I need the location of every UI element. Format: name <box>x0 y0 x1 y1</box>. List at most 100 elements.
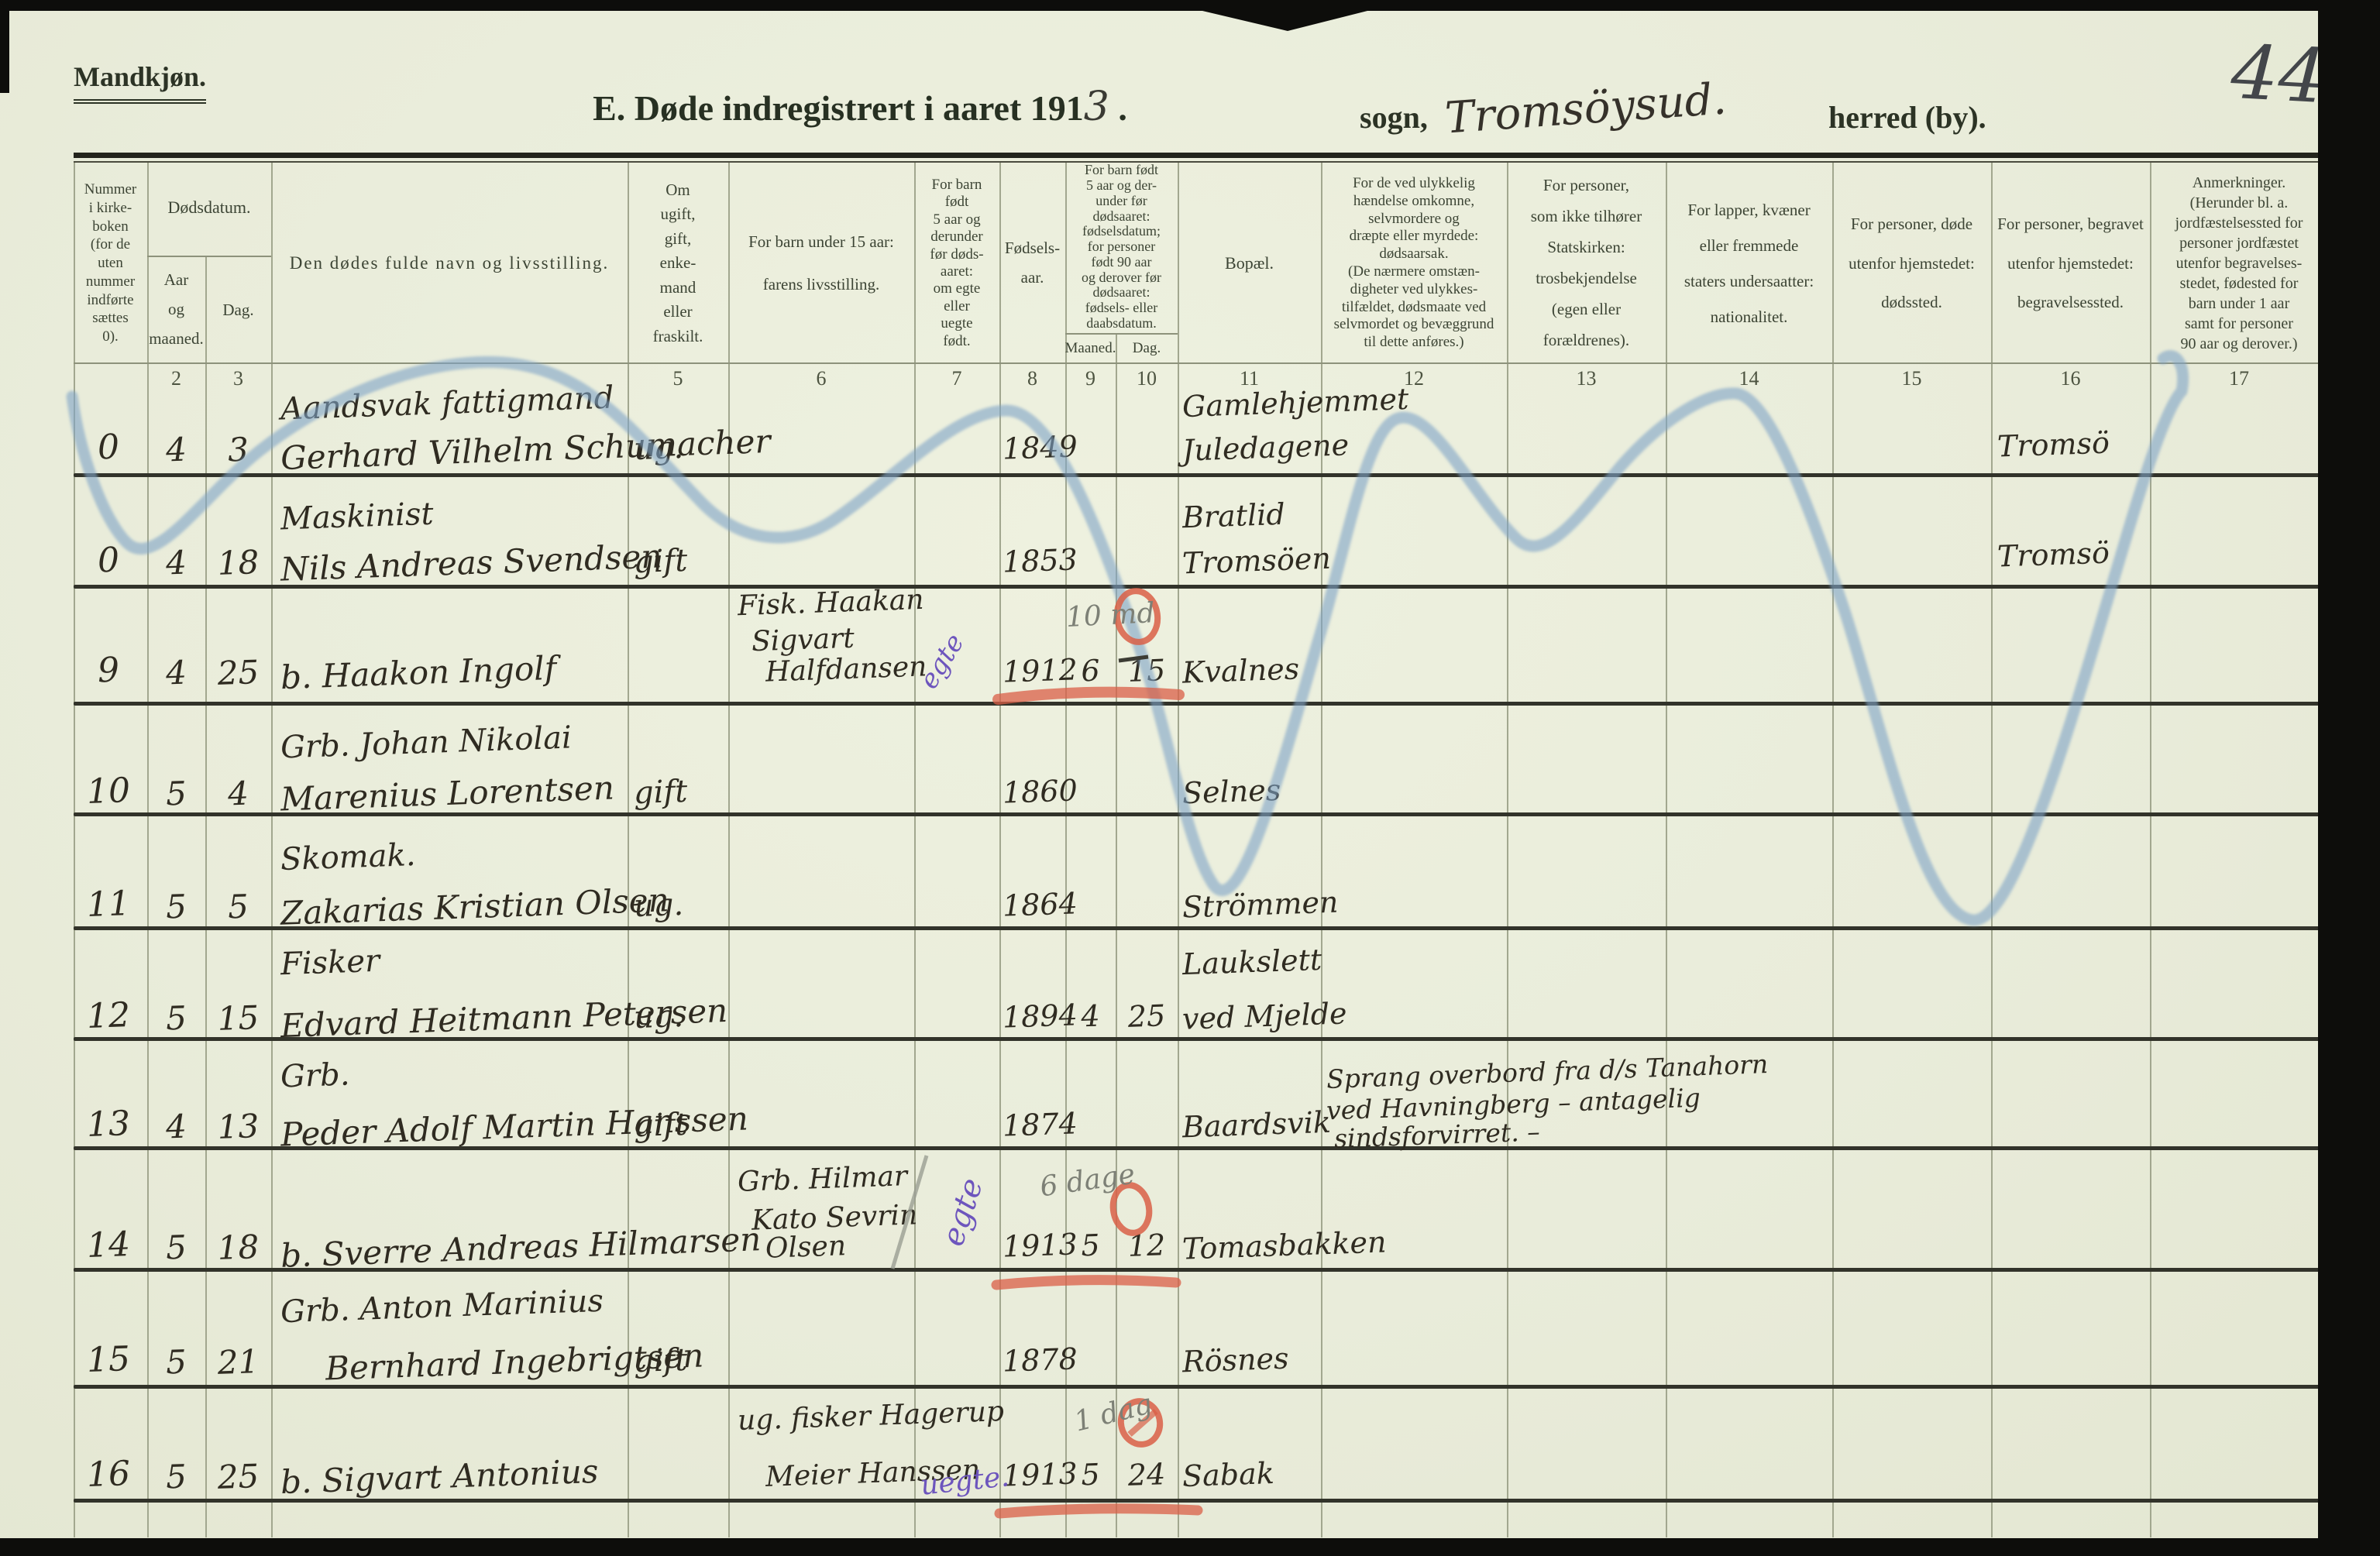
entry-occupation-line: Aandsvak fattigmand <box>280 380 615 428</box>
column-number: 15 <box>1901 367 1922 390</box>
header-day: Dag. <box>222 300 254 319</box>
header-cause-of-death: For de ved ulykkelig hændelse omkomne, s… <box>1333 175 1494 351</box>
entry-death-day: 15 <box>216 998 260 1038</box>
entry-name: b. Haakon Ingolf <box>280 648 557 697</box>
entry-name: Gerhard Vilhelm Schumacher <box>280 421 772 478</box>
header-father-occupation: For barn under 15 aar: farens livsstilli… <box>748 232 894 294</box>
header-death-date: Dødsdatum. <box>167 198 251 217</box>
table-column-line <box>1116 335 1117 1537</box>
entry-death-month: 4 <box>165 430 187 469</box>
entry-row-line <box>74 473 2330 477</box>
pencil-age-note: 6 dage <box>1037 1158 1137 1204</box>
scan-notch <box>1202 11 1367 31</box>
entry-father-line: Sigvart <box>751 622 855 658</box>
header-residence: Bopæl. <box>1225 253 1274 273</box>
table-top-border <box>74 153 2330 158</box>
entry-death-day: 3 <box>227 430 249 469</box>
entry-residence: Strömmen <box>1181 884 1340 925</box>
entry-death-month: 4 <box>165 653 187 692</box>
entry-residence: Rösnes <box>1181 1341 1290 1379</box>
header-death-place: For personer, døde utenfor hjemstedet: d… <box>1849 215 1975 312</box>
entry-residence: Tromsöen <box>1181 541 1332 581</box>
scan-edge-right <box>2318 0 2380 1556</box>
entry-occupation-line: Grb. Johan Nikolai <box>280 720 573 766</box>
entry-death-day: 18 <box>216 1228 260 1267</box>
entry-birth-year: 1864 <box>1002 886 1078 923</box>
entry-father-line: Fisk. Haakan <box>737 583 925 623</box>
entry-churchbook-number: 16 <box>86 1454 131 1495</box>
entry-marital-status: ug. <box>633 429 684 468</box>
entry-death-day: 21 <box>216 1342 260 1382</box>
column-number: 9 <box>1085 367 1095 390</box>
entry-birth-day: 24 <box>1127 1457 1166 1492</box>
column-number: 3 <box>233 367 243 390</box>
header-birth-day: Dag. <box>1132 340 1161 356</box>
entry-death-month: 5 <box>165 998 187 1038</box>
entry-churchbook-number: 0 <box>97 540 120 581</box>
entry-birth-year: 1860 <box>1002 773 1078 810</box>
entry-death-month: 5 <box>165 1228 187 1267</box>
entry-residence-top: Bratlid <box>1181 496 1286 535</box>
entry-occupation-line: Maskinist <box>280 496 435 538</box>
entry-father-line: Halfdansen <box>765 651 928 689</box>
column-number: 16 <box>2060 367 2081 390</box>
entry-father-line: Grb. Hilmar <box>737 1160 908 1198</box>
entry-churchbook-number: 9 <box>97 650 120 691</box>
entry-occupation-line: Grb. <box>280 1056 351 1095</box>
entry-birth-month: 5 <box>1080 1228 1101 1263</box>
entry-row-line <box>74 926 2330 930</box>
entry-birth-year: 1849 <box>1002 429 1078 466</box>
entry-residence: Tomasbakken <box>1181 1225 1388 1266</box>
entry-row-line <box>74 1499 2330 1503</box>
entry-occupation-line: Grb. Anton Marinius <box>280 1283 604 1331</box>
scan-edge-top <box>0 0 2380 11</box>
column-number: 13 <box>1576 367 1597 390</box>
entry-birth-month: 4 <box>1080 998 1101 1034</box>
entry-row-line <box>74 702 2330 706</box>
entry-churchbook-number: 11 <box>86 884 131 925</box>
entry-name: b. Sigvart Antonius <box>280 1451 600 1502</box>
table-column-line <box>74 163 75 1537</box>
entry-churchbook-number: 14 <box>86 1225 131 1266</box>
parish-name-handwritten: Tromsöysud. <box>1443 74 1728 144</box>
entry-residence-top: Gamlehjemmet <box>1181 381 1409 424</box>
entry-birth-year: 1878 <box>1002 1341 1078 1379</box>
entry-marital-status: gift <box>633 1106 689 1145</box>
herred-label: herred (by). <box>1828 100 1986 135</box>
entry-death-day: 25 <box>216 1457 260 1496</box>
entry-residence: ved Mjelde <box>1181 996 1348 1036</box>
entry-death-day: 5 <box>227 887 249 926</box>
entry-row-line <box>74 1385 2330 1389</box>
entry-burial-place: Tromsö <box>1997 535 2110 574</box>
entry-name: b. Sverre Andreas Hilmarsen <box>280 1220 762 1275</box>
entry-name: Zakarias Kristian Olsen <box>280 881 670 933</box>
red-underline-mark <box>994 1503 1203 1519</box>
entry-marital-status: ug. <box>633 886 684 925</box>
table-header-bottom-line <box>74 362 2330 364</box>
pencil-age-note: 10 md <box>1065 597 1156 634</box>
entry-marital-status: gift <box>633 1341 689 1380</box>
entry-residence: Juledagene <box>1181 428 1350 468</box>
entry-name: Marenius Lorentsen <box>280 768 615 819</box>
entry-residence: Sabak <box>1181 1455 1275 1494</box>
entry-birth-year: 1853 <box>1002 542 1078 579</box>
entry-death-month: 5 <box>165 1457 187 1496</box>
scan-edge-left <box>0 0 9 93</box>
entry-residence: Kvalnes <box>1181 651 1300 690</box>
header-birth-year: Fødsels- aar. <box>1004 239 1061 287</box>
pencil-age-note: 1 dag <box>1071 1388 1156 1438</box>
sogn-label: sogn, <box>1360 100 1428 135</box>
entry-death-month: 5 <box>165 774 187 813</box>
entry-churchbook-number: 12 <box>86 995 131 1036</box>
title-year-handwritten: 3 <box>1083 84 1109 130</box>
entry-row-line <box>74 585 2330 589</box>
entry-marital-status: gift <box>633 773 689 812</box>
entry-death-day: 18 <box>216 543 260 582</box>
entry-death-month: 5 <box>165 1342 187 1382</box>
column-number: 10 <box>1137 367 1157 390</box>
entry-death-month: 4 <box>165 543 187 582</box>
page-title-period: . <box>1109 88 1127 128</box>
page-title: E. Døde indregistrert i aaret 1913 . <box>434 84 1286 130</box>
gender-label: Mandkjøn. <box>74 60 207 104</box>
entry-churchbook-number: 10 <box>86 771 131 812</box>
